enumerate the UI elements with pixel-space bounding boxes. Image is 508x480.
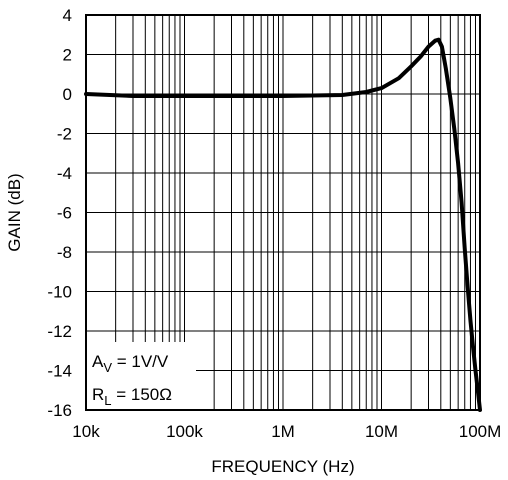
y-tick-label: -10 <box>47 283 72 302</box>
y-tick-label: 2 <box>63 46 72 65</box>
annotation-background <box>86 342 196 412</box>
y-tick-label: -14 <box>47 362 72 381</box>
y-tick-label: 0 <box>63 85 72 104</box>
y-tick-label: -2 <box>57 125 72 144</box>
annotation-av: AV = 1V/V <box>92 352 169 375</box>
x-tick-label: 10M <box>365 422 398 441</box>
series-layer <box>84 37 482 412</box>
y-tick-label: 4 <box>63 6 72 25</box>
x-tick-label: 100M <box>459 422 502 441</box>
gain-curve <box>84 37 482 412</box>
annotation-box: AV = 1V/V RL = 150Ω <box>86 342 196 412</box>
plot-frame <box>85 14 481 411</box>
y-tick-label: -6 <box>57 204 72 223</box>
tick-labels: 10k 100k 1M 10M 100M 4 2 0 -2 -4 -6 -8 -10 -12 -14 -16 <box>47 6 501 441</box>
y-tick-label: -4 <box>57 164 72 183</box>
x-axis-label: FREQUENCY (Hz) <box>211 457 354 476</box>
x-tick-label: 100k <box>166 422 203 441</box>
x-tick-label: 1M <box>271 422 295 441</box>
y-axis-label: GAIN (dB) <box>5 173 24 251</box>
annotation-rl: RL = 150Ω <box>92 385 172 408</box>
y-tick-label: -12 <box>47 322 72 341</box>
x-tick-label: 10k <box>72 422 100 441</box>
y-tick-label: -16 <box>47 401 72 420</box>
y-tick-label: -8 <box>57 243 72 262</box>
